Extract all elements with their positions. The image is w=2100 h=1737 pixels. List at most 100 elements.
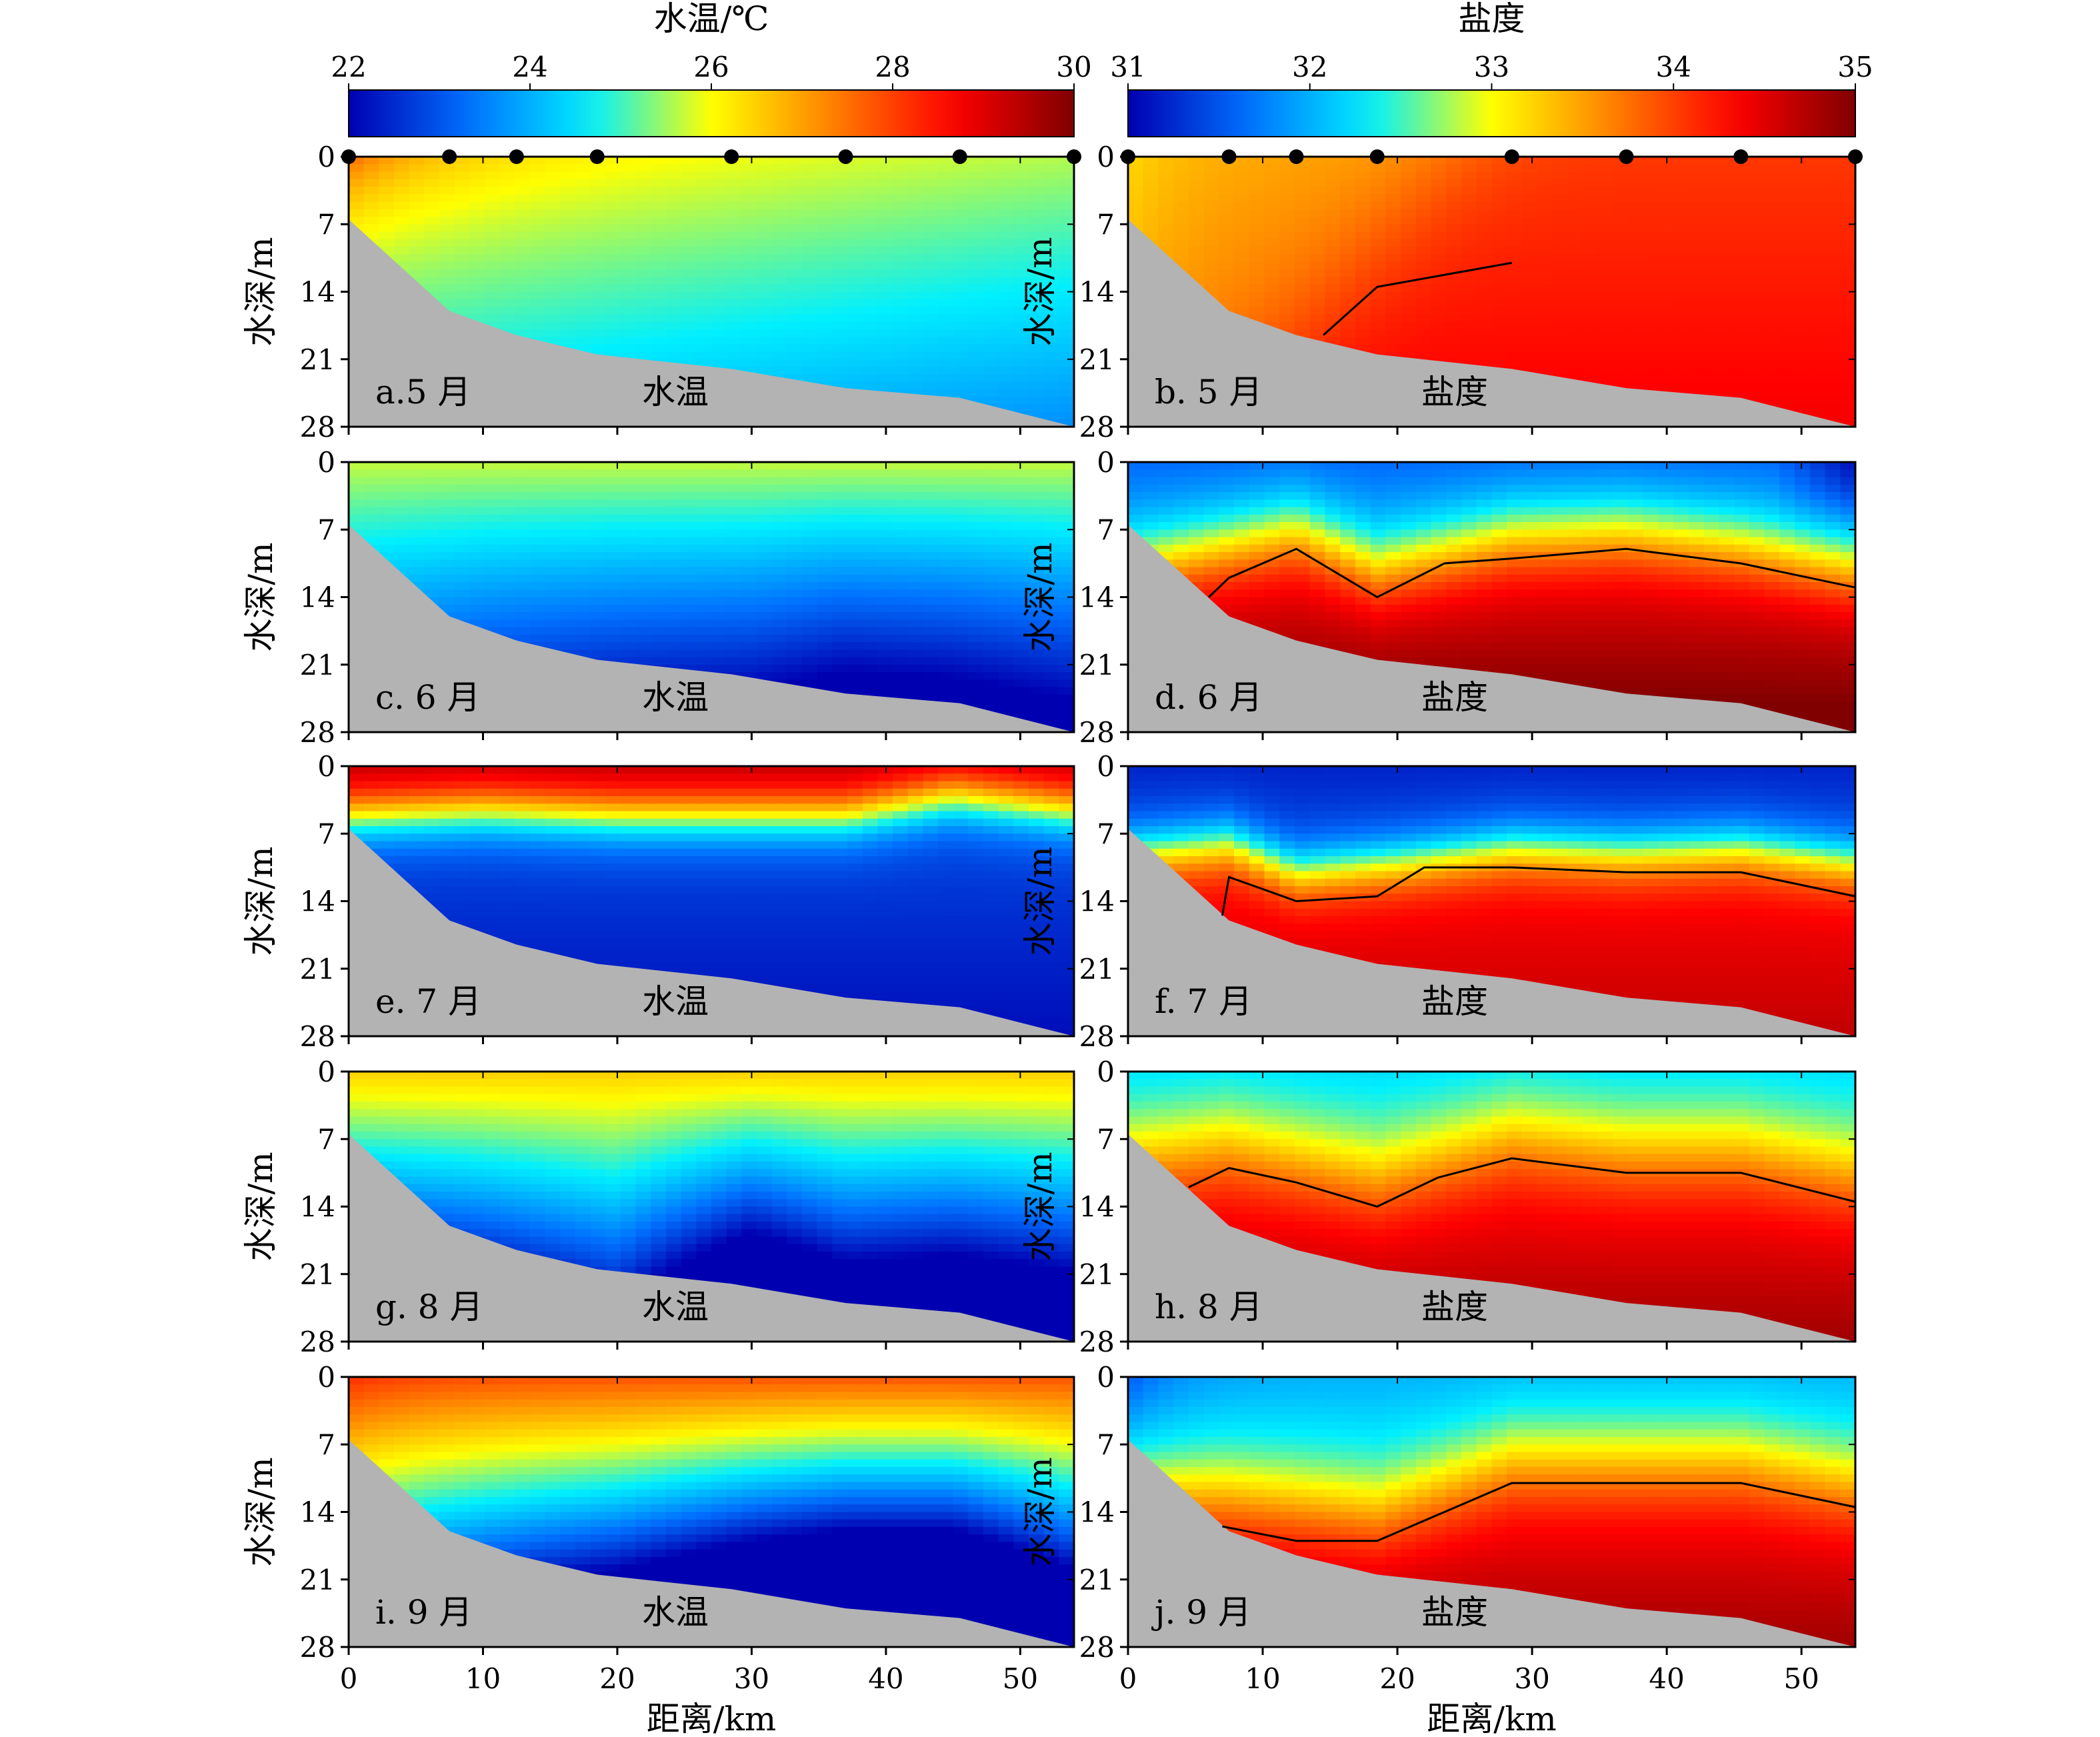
heatmap-cell	[515, 529, 531, 538]
heatmap-cell	[1029, 209, 1045, 217]
heatmap-cell	[681, 157, 697, 165]
heatmap-cell	[1613, 351, 1629, 360]
heatmap-cell	[1688, 321, 1705, 330]
heatmap-cell	[515, 194, 531, 203]
heatmap-cell	[862, 231, 878, 240]
heatmap-cell	[560, 544, 576, 553]
heatmap-cell	[938, 582, 954, 590]
heatmap-cell	[893, 507, 909, 515]
heatmap-cell	[923, 582, 939, 590]
heatmap-cell	[696, 254, 712, 263]
heatmap-cell	[363, 224, 379, 233]
heatmap-cell	[651, 261, 667, 270]
heatmap-cell	[893, 269, 909, 277]
heatmap-cell	[1537, 269, 1553, 277]
heatmap-cell	[651, 529, 667, 538]
heatmap-cell	[1764, 314, 1780, 323]
heatmap-cell	[1325, 164, 1341, 173]
heatmap-cell	[741, 157, 757, 165]
heatmap-cell	[605, 469, 621, 478]
heatmap-cell	[938, 307, 954, 315]
y-tick-label: 0	[317, 141, 335, 173]
heatmap-cell	[907, 477, 923, 485]
heatmap-cell	[454, 582, 470, 590]
heatmap-cell	[1401, 344, 1417, 353]
heatmap-cell	[1355, 209, 1371, 217]
heatmap-cell	[1491, 329, 1507, 337]
heatmap-cell	[802, 522, 818, 530]
heatmap-cell	[1340, 299, 1356, 307]
heatmap-cell	[711, 321, 727, 330]
heatmap-cell	[726, 514, 742, 523]
heatmap-cell	[847, 499, 863, 508]
heatmap-cell	[1840, 201, 1856, 210]
heatmap-cell	[499, 254, 515, 263]
heatmap-cell	[1461, 157, 1477, 165]
heatmap-cell	[1597, 269, 1613, 277]
heatmap-cell	[832, 209, 848, 217]
heatmap-cell	[907, 604, 923, 613]
heatmap-cell	[1415, 239, 1432, 247]
heatmap-cell	[953, 209, 969, 217]
heatmap-cell	[968, 344, 984, 353]
heatmap-cell	[499, 224, 515, 233]
y-tick-label: 28	[1079, 411, 1115, 443]
heatmap-cell	[605, 247, 621, 255]
heatmap-cell	[711, 157, 727, 165]
heatmap-cell	[1764, 157, 1780, 165]
heatmap-cell	[787, 329, 803, 337]
heatmap-cell	[1385, 171, 1401, 180]
heatmap-cell	[1628, 239, 1644, 247]
heatmap-cell	[1703, 269, 1720, 277]
heatmap-cell	[832, 499, 848, 508]
heatmap-cell	[1415, 231, 1432, 240]
heatmap-cell	[1143, 157, 1159, 165]
heatmap-cell	[1173, 201, 1189, 210]
heatmap-cell	[454, 171, 470, 180]
heatmap-cell	[1059, 277, 1075, 285]
heatmap-cell	[1840, 277, 1856, 285]
heatmap-cell	[1043, 359, 1059, 367]
heatmap-cell	[817, 507, 833, 515]
heatmap-cell	[515, 261, 531, 270]
heatmap-cell	[817, 604, 833, 613]
heatmap-cell	[1431, 239, 1447, 247]
heatmap-cell	[923, 381, 939, 390]
heatmap-cell	[1415, 217, 1432, 225]
heatmap-cell	[847, 314, 863, 323]
heatmap-cell	[1355, 344, 1371, 353]
heatmap-cell	[1840, 261, 1856, 270]
heatmap-cell	[1385, 179, 1401, 187]
colorbar	[1127, 89, 1856, 137]
heatmap-cell	[726, 522, 742, 530]
heatmap-cell	[953, 194, 969, 203]
heatmap-cell	[530, 559, 546, 568]
heatmap-cell	[1643, 224, 1659, 233]
heatmap-cell	[1013, 367, 1029, 375]
heatmap-cell	[771, 254, 787, 263]
heatmap-cell	[424, 239, 440, 247]
heatmap-cell	[1264, 261, 1280, 270]
heatmap-cell	[1643, 344, 1659, 353]
heatmap-cell	[1613, 307, 1629, 315]
heatmap-cell	[1795, 261, 1811, 270]
heatmap-cell	[893, 664, 909, 673]
heatmap-cell	[907, 164, 923, 173]
heatmap-cell	[741, 201, 757, 210]
heatmap-cell	[681, 209, 697, 217]
heatmap-cell	[1431, 307, 1447, 315]
heatmap-cell	[787, 239, 803, 247]
heatmap-cell	[681, 507, 697, 515]
heatmap-cell	[1567, 239, 1583, 247]
heatmap-cell	[877, 321, 893, 330]
heatmap-cell	[621, 321, 637, 330]
heatmap-cell	[771, 544, 787, 553]
heatmap-cell	[907, 552, 923, 560]
heatmap-cell	[1203, 171, 1219, 180]
heatmap-cell	[983, 209, 999, 217]
heatmap-cell	[893, 649, 909, 658]
heatmap-cell	[1059, 254, 1075, 263]
heatmap-cell	[802, 567, 818, 575]
heatmap-cell	[424, 247, 440, 255]
